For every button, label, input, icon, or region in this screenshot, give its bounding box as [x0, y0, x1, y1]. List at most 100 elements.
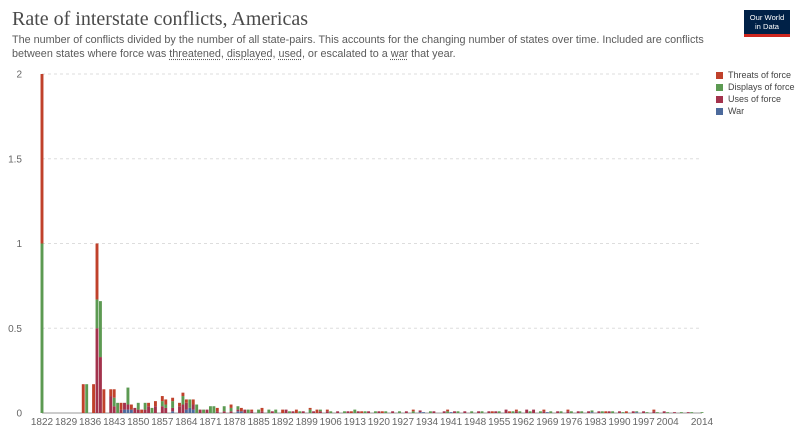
legend-item-war[interactable]: War	[716, 105, 795, 117]
bar-uses[interactable]	[487, 411, 491, 413]
bar-threats[interactable]	[178, 402, 181, 407]
bar-uses[interactable]	[284, 409, 288, 413]
bar-war[interactable]	[129, 409, 133, 413]
bar-displays[interactable]	[181, 396, 185, 405]
bar-threats[interactable]	[119, 402, 123, 410]
bar-threats[interactable]	[349, 411, 353, 413]
bar-uses[interactable]	[95, 328, 99, 413]
bar-displays[interactable]	[288, 411, 291, 413]
bar-war[interactable]	[545, 412, 549, 413]
bar-war[interactable]	[239, 411, 243, 413]
bar-war[interactable]	[171, 411, 175, 413]
bar-threats[interactable]	[229, 404, 233, 408]
bar-threats[interactable]	[164, 399, 168, 405]
bar-threats[interactable]	[160, 396, 164, 402]
bar-displays[interactable]	[590, 410, 594, 413]
bar-war[interactable]	[236, 411, 240, 413]
bar-uses[interactable]	[181, 404, 185, 413]
bar-threats[interactable]	[40, 74, 44, 244]
bar-threats[interactable]	[215, 407, 219, 412]
bar-displays[interactable]	[229, 407, 233, 412]
bar-displays[interactable]	[511, 411, 515, 413]
bar-uses[interactable]	[126, 404, 130, 410]
bar-uses[interactable]	[164, 407, 168, 413]
bar-threats[interactable]	[446, 409, 450, 412]
bar-uses[interactable]	[250, 411, 254, 413]
bar-displays[interactable]	[611, 411, 615, 413]
bar-uses[interactable]	[191, 404, 195, 410]
bar-threats[interactable]	[281, 409, 285, 413]
bar-displays[interactable]	[112, 397, 116, 407]
bar-war[interactable]	[422, 412, 426, 413]
bar-displays[interactable]	[195, 404, 199, 413]
bar-displays[interactable]	[384, 411, 388, 413]
bar-displays[interactable]	[40, 243, 44, 414]
bar-war[interactable]	[184, 409, 188, 413]
bar-threats[interactable]	[508, 411, 511, 413]
bar-displays[interactable]	[480, 411, 484, 413]
bar-displays[interactable]	[136, 402, 140, 410]
bar-uses[interactable]	[160, 406, 164, 413]
bar-uses[interactable]	[453, 411, 456, 413]
bar-displays[interactable]	[126, 387, 130, 405]
bar-threats[interactable]	[140, 409, 144, 413]
bar-displays[interactable]	[655, 412, 659, 413]
bar-uses[interactable]	[346, 411, 350, 413]
bar-displays[interactable]	[470, 411, 474, 413]
bar-threats[interactable]	[81, 384, 85, 413]
bar-threats[interactable]	[490, 411, 494, 413]
bar-uses[interactable]	[494, 411, 498, 413]
bar-displays[interactable]	[318, 409, 322, 412]
bar-displays[interactable]	[690, 412, 694, 413]
bar-displays[interactable]	[428, 411, 432, 413]
bar-uses[interactable]	[260, 411, 264, 413]
bar-uses[interactable]	[153, 406, 157, 413]
bar-threats[interactable]	[604, 411, 608, 413]
bar-uses[interactable]	[312, 411, 316, 413]
bar-displays[interactable]	[98, 301, 102, 358]
bar-displays[interactable]	[212, 406, 216, 413]
bar-war[interactable]	[188, 407, 192, 413]
bar-displays[interactable]	[580, 411, 584, 413]
bar-displays[interactable]	[95, 299, 99, 329]
bar-displays[interactable]	[171, 401, 175, 408]
bar-threats[interactable]	[95, 243, 99, 300]
bar-uses[interactable]	[325, 411, 329, 413]
bar-displays[interactable]	[236, 406, 240, 410]
bar-displays[interactable]	[398, 411, 401, 413]
bar-war[interactable]	[123, 409, 126, 413]
bar-displays[interactable]	[569, 411, 573, 413]
bar-threats[interactable]	[250, 409, 254, 412]
bar-displays[interactable]	[528, 411, 532, 413]
bar-uses[interactable]	[652, 411, 656, 413]
bar-displays[interactable]	[298, 411, 302, 413]
bar-threats[interactable]	[566, 409, 570, 412]
bar-threats[interactable]	[239, 407, 243, 412]
bar-threats[interactable]	[308, 407, 312, 410]
bar-displays[interactable]	[679, 412, 683, 413]
bar-war[interactable]	[126, 409, 130, 413]
bar-displays[interactable]	[160, 401, 164, 407]
bar-threats[interactable]	[411, 409, 415, 412]
bar-displays[interactable]	[257, 409, 261, 413]
bar-uses[interactable]	[556, 411, 560, 413]
bar-uses[interactable]	[171, 407, 175, 412]
bar-uses[interactable]	[432, 411, 436, 413]
bar-uses[interactable]	[301, 411, 305, 413]
bar-threats[interactable]	[514, 409, 518, 412]
bar-displays[interactable]	[635, 411, 639, 413]
bar-uses[interactable]	[587, 411, 591, 413]
bar-uses[interactable]	[662, 411, 666, 413]
bar-uses[interactable]	[198, 409, 202, 413]
bar-war[interactable]	[449, 412, 453, 413]
bar-uses[interactable]	[607, 411, 611, 413]
bar-displays[interactable]	[549, 411, 553, 413]
bar-uses[interactable]	[222, 411, 226, 413]
bar-uses[interactable]	[147, 406, 151, 413]
bar-threats[interactable]	[325, 409, 329, 412]
bar-threats[interactable]	[380, 411, 384, 413]
bar-threats[interactable]	[184, 399, 188, 403]
bar-uses[interactable]	[477, 411, 481, 413]
bar-uses[interactable]	[336, 411, 340, 413]
bar-war[interactable]	[191, 409, 195, 413]
